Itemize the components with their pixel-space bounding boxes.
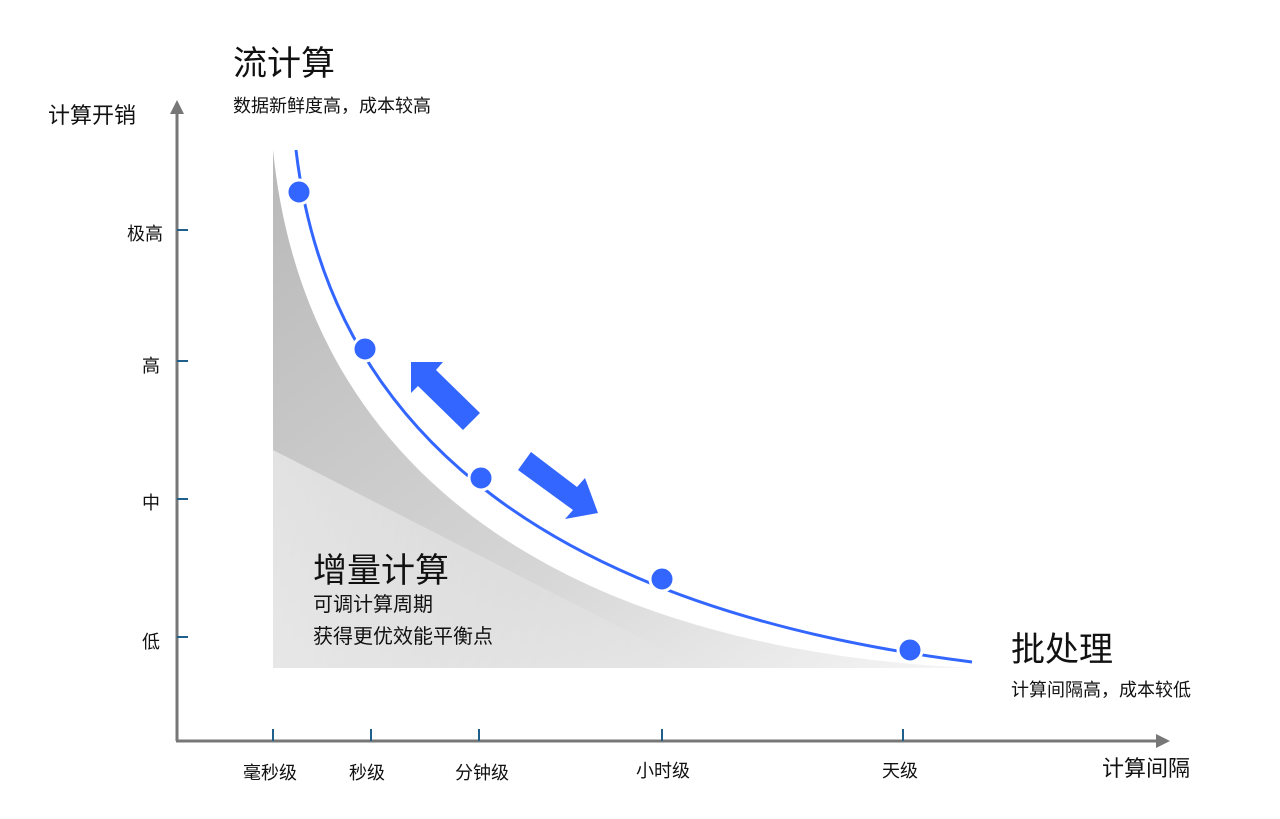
arrow-up-left-icon: [411, 362, 480, 430]
incremental-line1: 可调计算周期: [313, 592, 433, 616]
point-hour: [648, 565, 676, 593]
incremental-title: 增量计算: [313, 551, 449, 591]
y-tick-label: 中: [142, 493, 160, 514]
x-axis-label: 计算间隔: [1102, 757, 1191, 782]
x-tick-label: 小时级: [636, 761, 690, 782]
x-tick-label: 毫秒级: [243, 763, 297, 784]
point-millisecond: [285, 178, 313, 206]
y-tick-label: 低: [142, 632, 160, 653]
x-axis-arrow-icon: [1156, 734, 1170, 748]
x-tick-label: 天级: [882, 761, 918, 782]
cost-curve: [294, 149, 973, 664]
stream-desc: 数据新鲜度高，成本较高: [233, 96, 431, 117]
x-ticks: [272, 729, 904, 741]
point-second: [351, 335, 379, 363]
y-tick-label: 极高: [127, 224, 163, 245]
stream-title: 流计算: [233, 44, 335, 84]
incremental-region: [273, 150, 975, 668]
batch-title: 批处理: [1011, 630, 1113, 670]
batch-desc: 计算间隔高，成本较低: [1011, 680, 1191, 701]
incremental-line2: 获得更优效能平衡点: [313, 624, 493, 648]
y-axis-arrow-icon: [170, 100, 184, 114]
curve-points: [285, 178, 924, 664]
y-ticks: [177, 229, 188, 638]
x-tick-label: 分钟级: [455, 763, 509, 784]
point-minute: [467, 464, 495, 492]
x-tick-label: 秒级: [349, 763, 385, 784]
point-day: [896, 636, 924, 664]
arrow-down-right-icon: [518, 452, 598, 519]
y-axis-label: 计算开销: [48, 104, 137, 129]
y-tick-label: 高: [142, 356, 160, 377]
